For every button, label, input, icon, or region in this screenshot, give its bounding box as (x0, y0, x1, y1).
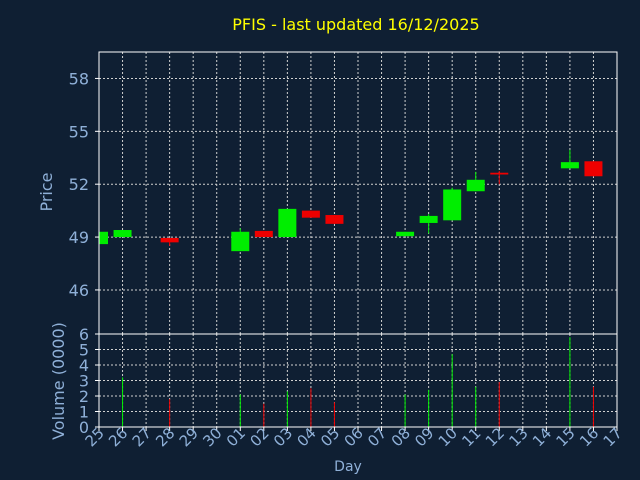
candle-body (113, 230, 132, 238)
price-tick-label: 55 (69, 122, 89, 141)
volume-tick-label: 1 (79, 403, 89, 422)
volume-tick-label: 2 (79, 387, 89, 406)
candle-body (419, 215, 438, 223)
chart-title: PFIS - last updated 16/12/2025 (232, 15, 479, 34)
price-tick-label: 58 (69, 69, 89, 88)
price-axis-label: Price (37, 172, 56, 211)
candle-body (99, 231, 108, 245)
price-tick-label: 52 (69, 175, 89, 194)
candle-body (301, 210, 320, 218)
volume-bars (122, 337, 594, 427)
candle-body (254, 230, 273, 238)
volume-axis-label: Volume (0000) (49, 322, 68, 440)
candle-body (584, 161, 603, 177)
volume-tick-label: 4 (79, 356, 89, 375)
candles (98, 149, 603, 252)
volume-tick-label: 0 (79, 418, 89, 437)
candle-body (560, 162, 579, 169)
candle-body (325, 215, 344, 224)
price-grid (99, 52, 617, 334)
candle-body (490, 172, 509, 175)
axes (95, 51, 618, 431)
volume-tick-label: 5 (79, 341, 89, 360)
x-axis-label: Day (334, 459, 362, 475)
candle-body (396, 231, 415, 237)
candle-body (160, 237, 179, 243)
candle-body (466, 179, 485, 192)
candle-body (278, 208, 297, 238)
volume-tick-label: 6 (79, 325, 89, 344)
candle-body (443, 189, 462, 221)
price-tick-label: 49 (69, 228, 89, 247)
volume-tick-label: 3 (79, 372, 89, 391)
price-tick-label: 46 (69, 281, 89, 300)
candle-body (231, 231, 250, 252)
